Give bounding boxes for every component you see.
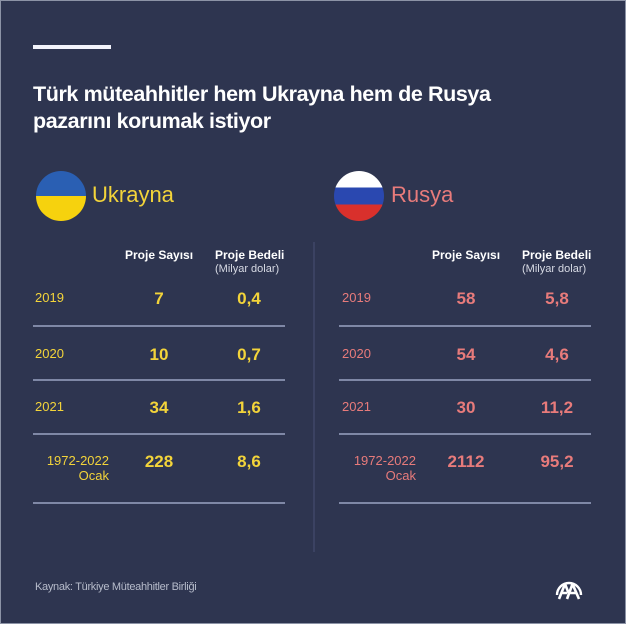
row-period: 1972-2022 Ocak [35, 453, 109, 483]
row-value: 4,6 [545, 345, 569, 364]
row-count: 30 [456, 398, 476, 417]
row-period-main: 1972-2022 [353, 453, 416, 468]
russia-count-header: Proje Sayısı [432, 248, 501, 262]
source-credit: Kaynak: Türkiye Müteahhitler Birliği [35, 581, 197, 593]
row-count: 58 [456, 289, 476, 308]
ukraine-value-header: Proje Bedeli [215, 248, 285, 262]
ukraine-heading: Ukrayna [92, 182, 174, 207]
row-value: 8,6 [237, 452, 261, 471]
row-separator [339, 433, 591, 435]
russia-value-unit: (Milyar dolar) [522, 263, 587, 275]
row-value: 0,7 [237, 345, 261, 364]
page-title: Türk müteahhitler hem Ukrayna hem de Rus… [33, 81, 593, 135]
row-value: 11,2 [540, 398, 574, 417]
row-value: 1,6 [237, 398, 261, 417]
russia-flag-icon [334, 171, 384, 221]
row-separator [339, 379, 591, 381]
row-count: 10 [149, 345, 169, 364]
row-separator [339, 502, 591, 504]
row-period: 2021 [35, 399, 64, 414]
row-count: 2112 [447, 452, 485, 471]
row-value: 0,4 [237, 289, 261, 308]
row-separator [33, 325, 285, 327]
header-accent-bar [33, 45, 111, 49]
ukraine-flag-icon [36, 171, 86, 221]
row-count: 228 [144, 452, 174, 471]
row-period: 2020 [342, 346, 371, 361]
row-value: 5,8 [545, 289, 569, 308]
russia-value-header: Proje Bedeli [522, 248, 592, 262]
row-period: 2019 [35, 290, 64, 305]
russia-heading: Rusya [391, 182, 454, 207]
ukraine-value-unit: (Milyar dolar) [215, 263, 280, 275]
row-count: 54 [456, 345, 476, 364]
row-value: 95,2 [540, 452, 574, 471]
title-line-1: Türk müteahhitler hem Ukrayna hem de Rus… [33, 82, 491, 106]
aa-logo-icon [554, 573, 584, 603]
row-separator [33, 433, 285, 435]
ukraine-count-header: Proje Sayısı [125, 248, 194, 262]
title-line-2: pazarını korumak istiyor [33, 109, 271, 133]
column-divider [313, 242, 315, 552]
row-period: 2019 [342, 290, 371, 305]
row-period: 2020 [35, 346, 64, 361]
row-count: 7 [154, 289, 164, 308]
row-count: 34 [149, 398, 169, 417]
row-period-sub: Ocak [385, 468, 416, 483]
row-separator [33, 502, 285, 504]
row-period: 1972-2022 Ocak [342, 453, 416, 483]
row-separator [339, 325, 591, 327]
row-period-sub: Ocak [78, 468, 109, 483]
row-period-main: 1972-2022 [46, 453, 109, 468]
row-period: 2021 [342, 399, 371, 414]
row-separator [33, 379, 285, 381]
